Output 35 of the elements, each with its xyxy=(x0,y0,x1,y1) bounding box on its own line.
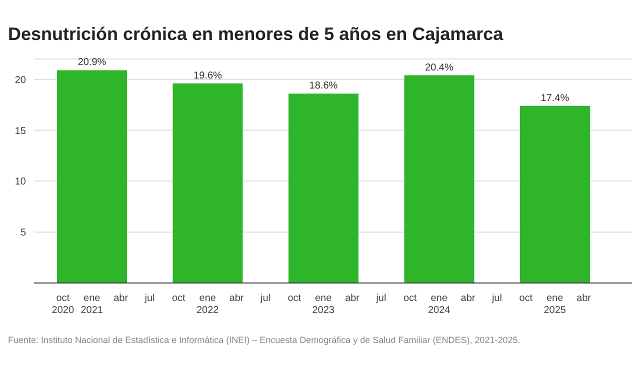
y-tick-label: 20 xyxy=(14,74,26,86)
x-tick-label: oct xyxy=(288,293,302,304)
data-label: 19.6% xyxy=(194,70,222,82)
y-tick-label: 10 xyxy=(14,176,26,188)
x-tick-label: abr xyxy=(460,293,476,304)
bar xyxy=(57,70,127,283)
y-tick-label: 5 xyxy=(20,228,26,239)
x-tick-label: ene 2025 xyxy=(544,293,566,316)
x-tick-label: jul xyxy=(259,293,270,304)
bar xyxy=(404,75,474,283)
x-tick-label: ene 2024 xyxy=(428,293,451,316)
bar xyxy=(520,106,590,283)
x-tick-label: abr xyxy=(114,293,129,304)
x-tick-label: abr xyxy=(576,293,592,304)
x-tick-label: jul xyxy=(375,293,386,304)
x-tick-label: ene 2021 xyxy=(80,293,104,316)
data-label: 20.4% xyxy=(425,62,454,74)
x-tick-label: oct 2020 xyxy=(52,293,74,316)
x-tick-label: ene 2023 xyxy=(312,293,335,316)
x-tick-label: oct xyxy=(172,293,186,304)
x-tick-label: oct xyxy=(403,293,418,304)
data-label: 18.6% xyxy=(309,80,338,92)
data-label: 17.4% xyxy=(540,92,570,104)
source-note: Fuente: Instituto Nacional de Estadística e Informática (INEI) – Encuesta Demográfica y de Salud Familiar (ENDES), 2021-2025. xyxy=(8,335,522,345)
x-tick-label: oct xyxy=(519,293,533,304)
x-tick-label: jul xyxy=(490,293,502,304)
x-tick-label: jul xyxy=(144,293,155,304)
x-tick-label: abr xyxy=(345,293,360,304)
x-tick-label: abr xyxy=(229,293,244,304)
y-tick-label: 15 xyxy=(14,126,26,137)
data-label: 20.9% xyxy=(78,57,106,68)
bar xyxy=(288,94,358,283)
bar xyxy=(172,83,243,283)
x-tick-label: ene 2022 xyxy=(196,293,220,316)
chart-title: Desnutrición crónica en menores de 5 años en Cajamarca xyxy=(8,24,504,45)
